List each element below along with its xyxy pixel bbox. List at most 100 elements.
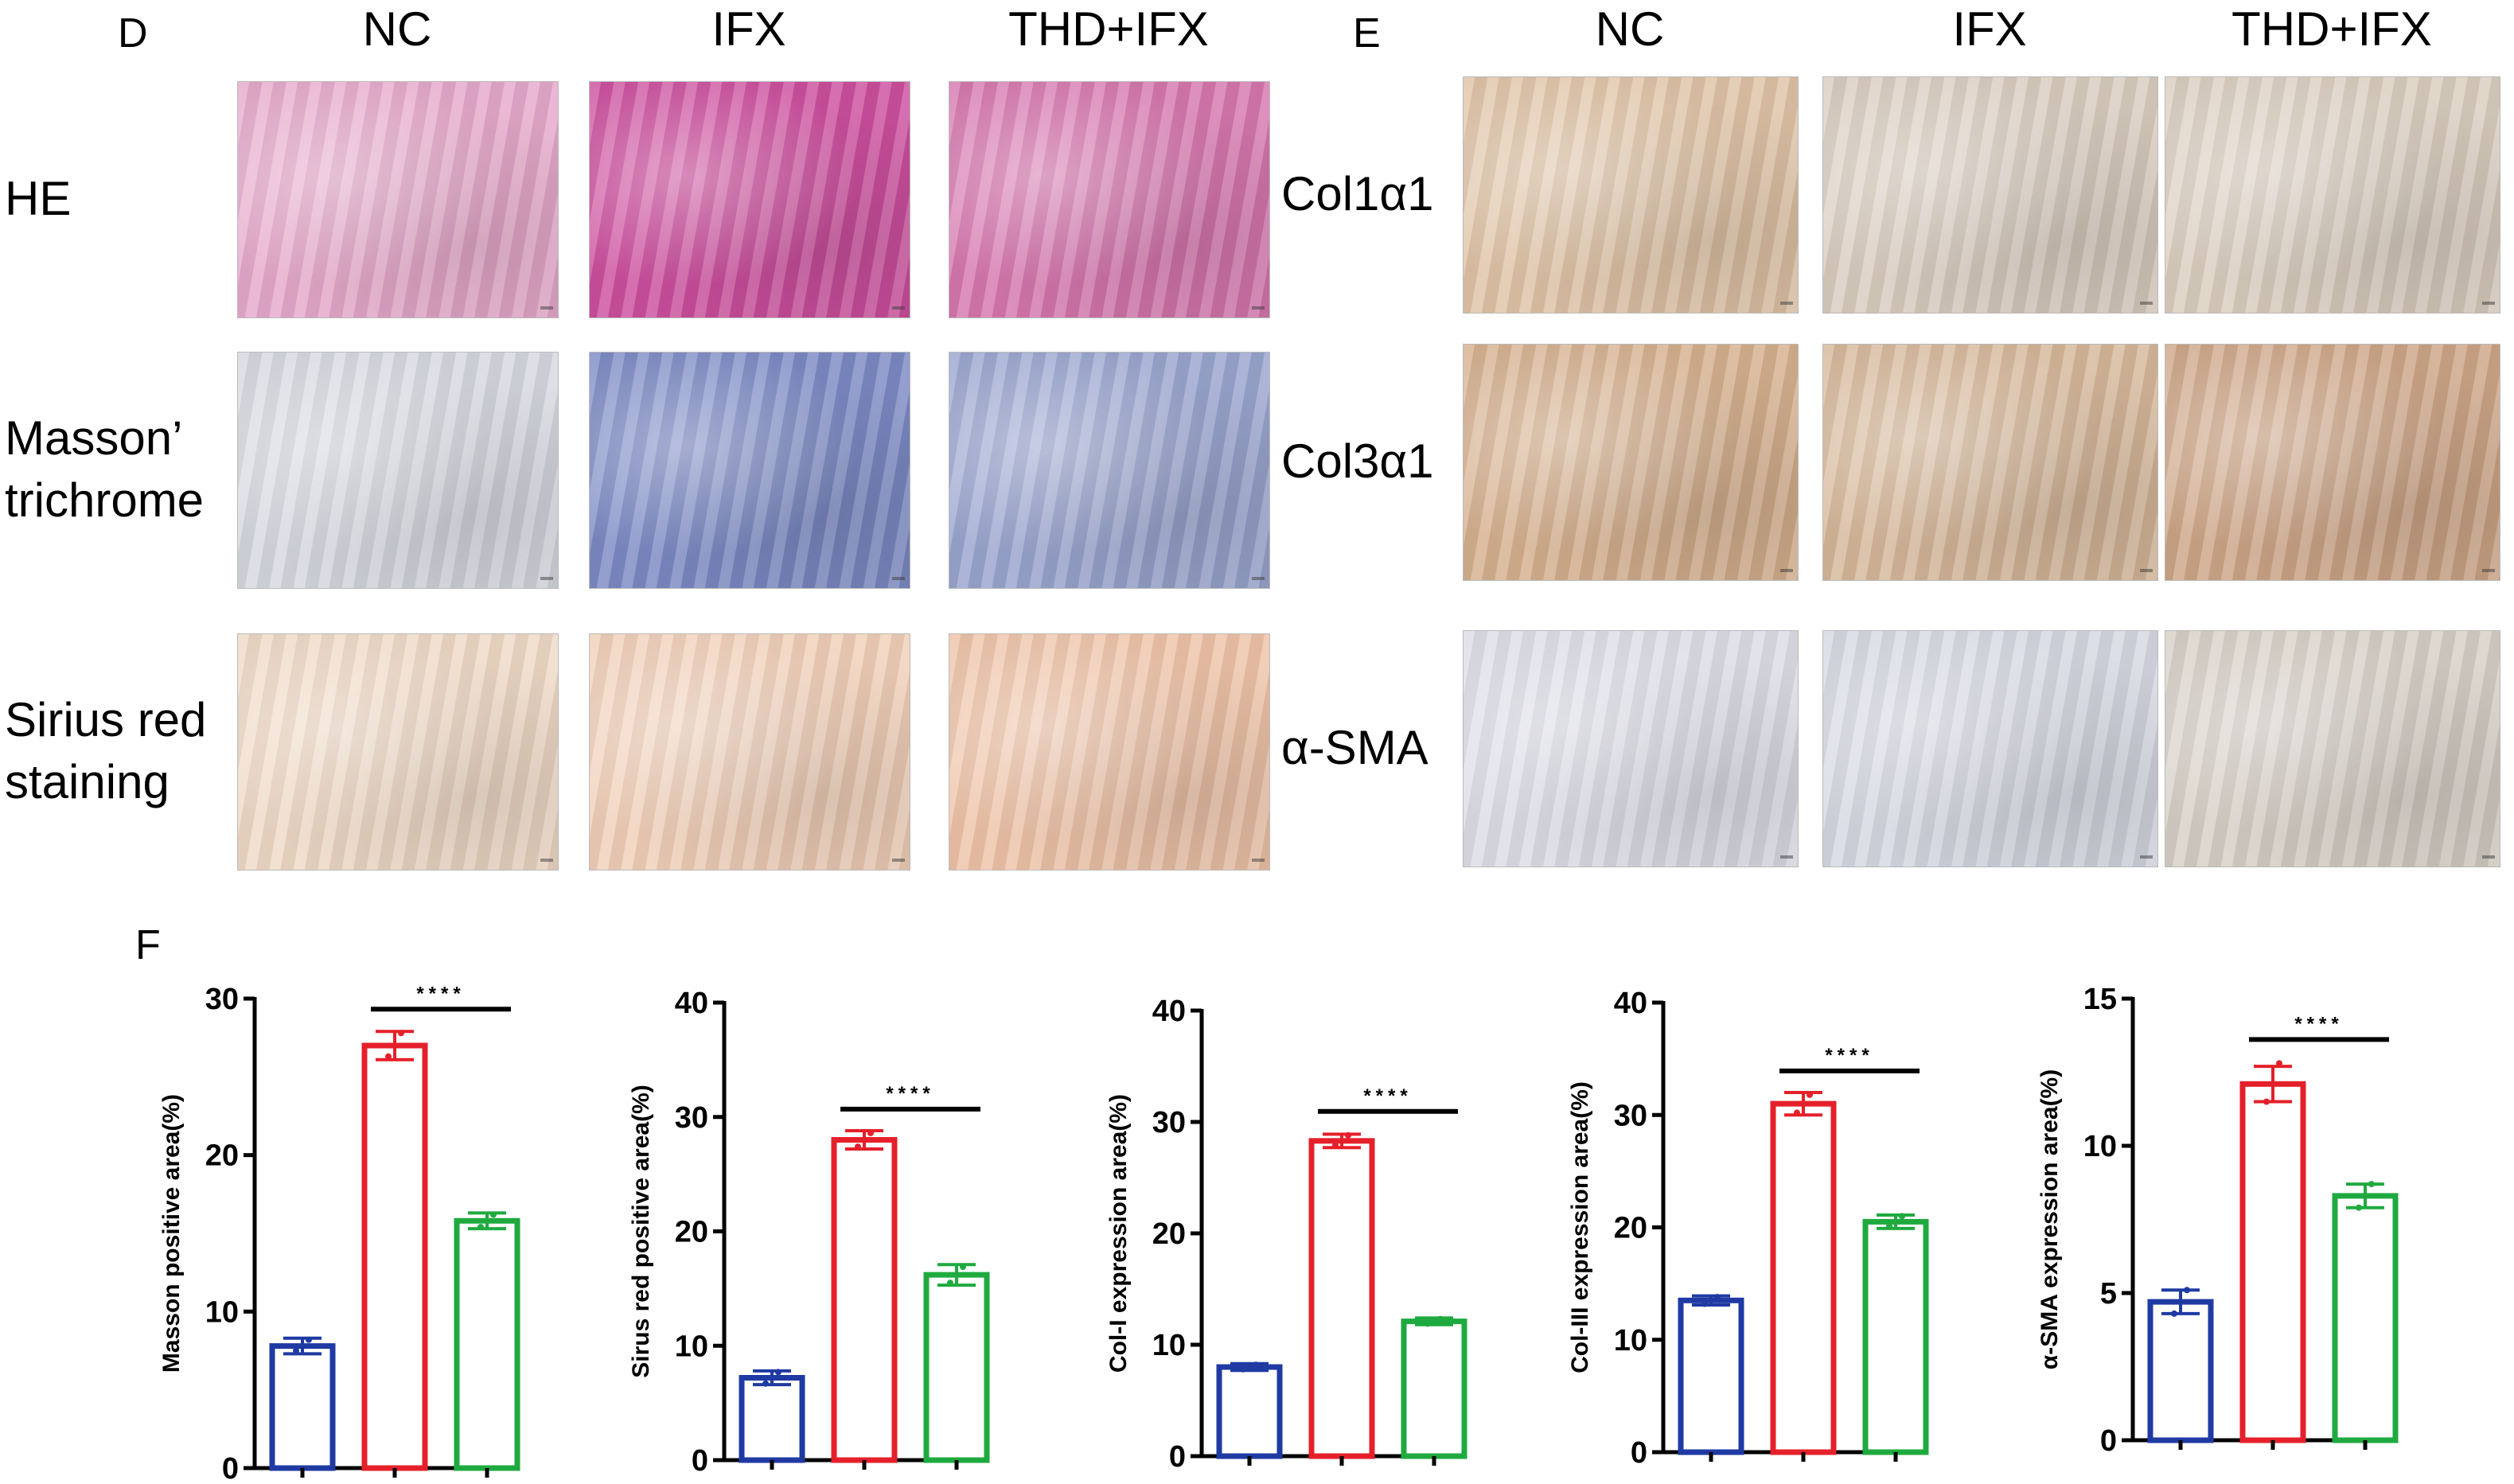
micrograph-tile xyxy=(589,352,910,589)
y-tick-label: 0 xyxy=(2100,1424,2117,1458)
y-tick-label: 20 xyxy=(1152,1217,1186,1251)
y-tick-label: 0 xyxy=(692,1444,708,1478)
row-label: α-SMA xyxy=(1281,717,1428,779)
micrograph-tile xyxy=(1822,344,2158,581)
data-point xyxy=(867,1129,874,1136)
micrograph-tile xyxy=(949,81,1270,318)
row-label: Sirius red staining xyxy=(5,689,206,813)
row-label: HE xyxy=(5,168,71,230)
y-tick-label: 40 xyxy=(1614,987,1647,1020)
panel-letter-d: D xyxy=(118,10,148,56)
bar xyxy=(361,1042,428,1471)
data-point xyxy=(477,1224,484,1231)
data-point xyxy=(1253,1361,1259,1369)
bar xyxy=(2147,1299,2214,1443)
y-axis-title: α-SMA expression area(%) xyxy=(2037,1069,2063,1369)
bar xyxy=(831,1137,898,1463)
data-point xyxy=(2263,1098,2270,1105)
scale-bar xyxy=(1252,577,1265,580)
y-tick-label: 5 xyxy=(2100,1277,2117,1311)
data-point xyxy=(2276,1060,2282,1067)
micrograph-tile xyxy=(949,352,1270,589)
bar xyxy=(454,1217,520,1471)
scale-bar xyxy=(1780,302,1793,305)
micrograph-tile xyxy=(2165,630,2500,867)
data-point xyxy=(2171,1310,2177,1317)
y-tick-label: 10 xyxy=(2083,1130,2117,1163)
column-header-nc: NC xyxy=(1595,2,1665,56)
panel-letter-e: E xyxy=(1353,10,1381,56)
y-tick-label: 0 xyxy=(222,1452,239,1484)
data-point xyxy=(1332,1142,1339,1149)
micrograph-tile xyxy=(589,633,910,871)
micrograph-tile xyxy=(2165,76,2500,314)
bar xyxy=(1862,1218,1929,1455)
scale-bar xyxy=(1780,855,1793,859)
micrograph-tile xyxy=(2165,344,2500,581)
bar-chart: Sirus red positive area(%) 0 10 20 30 40 **** xyxy=(628,987,990,1478)
bar xyxy=(1401,1318,1467,1459)
data-point xyxy=(1886,1223,1892,1230)
column-header-ifx: IFX xyxy=(1952,2,2027,56)
data-point xyxy=(960,1264,966,1271)
data-point xyxy=(1240,1365,1246,1373)
y-axis-title: Col-III expression area(%) xyxy=(1567,1081,1593,1373)
data-point xyxy=(1794,1109,1800,1116)
bar xyxy=(269,1343,336,1471)
micrograph-tile xyxy=(589,81,910,318)
micrograph-tile xyxy=(1822,76,2158,314)
bar xyxy=(1216,1364,1283,1459)
row-label: Masson’ trichrome xyxy=(5,407,204,532)
row-label: Col3α1 xyxy=(1281,430,1433,493)
scale-bar xyxy=(892,306,905,310)
y-axis-title: Masson positive area(%) xyxy=(158,1094,185,1373)
column-header-thd-ifx: THD+IFX xyxy=(2231,2,2432,56)
scale-bar xyxy=(2482,855,2495,859)
data-point xyxy=(2368,1181,2375,1188)
scale-bar xyxy=(2140,569,2153,572)
scale-bar xyxy=(540,859,553,862)
data-point xyxy=(1807,1091,1813,1098)
micrograph-tile xyxy=(237,352,559,589)
row-label-line: HE xyxy=(5,172,72,225)
scale-bar xyxy=(2140,302,2153,305)
y-tick-label: 30 xyxy=(1152,1106,1186,1139)
bar xyxy=(923,1272,990,1463)
y-axis-title: Col-I expression area(%) xyxy=(1105,1094,1132,1373)
row-label-line: staining xyxy=(5,755,170,808)
y-tick-label: 10 xyxy=(1614,1324,1647,1357)
bar xyxy=(2239,1081,2306,1443)
scale-bar xyxy=(1252,306,1265,310)
bar xyxy=(1678,1297,1744,1455)
bar xyxy=(2332,1193,2399,1443)
significance-stars: **** xyxy=(2294,1013,2343,1034)
bar-chart: Masson positive area(%) 0 10 20 30 **** xyxy=(158,983,520,1484)
micrograph-tile xyxy=(237,81,559,318)
micrograph-tile xyxy=(1463,76,1799,314)
panel-letter-f: F xyxy=(135,922,161,968)
micrograph-tile xyxy=(1463,344,1799,581)
y-tick-label: 10 xyxy=(1152,1329,1186,1362)
y-tick-label: 20 xyxy=(675,1216,708,1249)
y-tick-label: 0 xyxy=(1169,1440,1186,1474)
data-point xyxy=(1701,1300,1708,1307)
row-label-line: Masson’ xyxy=(5,411,183,465)
y-tick-label: 30 xyxy=(205,983,239,1016)
y-tick-label: 20 xyxy=(205,1139,239,1173)
data-point xyxy=(1425,1320,1431,1327)
data-point xyxy=(762,1380,769,1387)
column-header-nc: NC xyxy=(362,2,432,56)
scale-bar xyxy=(2482,302,2495,305)
row-label-line: Col1α1 xyxy=(1281,167,1434,220)
bar-chart: Col-III expression area(%) 0 10 20 30 40 **** xyxy=(1567,987,1929,1470)
y-tick-label: 40 xyxy=(1152,995,1186,1028)
data-point xyxy=(1437,1315,1444,1322)
micrograph-tile xyxy=(237,633,559,871)
y-tick-label: 30 xyxy=(1614,1099,1647,1132)
data-point xyxy=(293,1347,299,1354)
significance-stars: **** xyxy=(416,983,465,1004)
data-point xyxy=(398,1030,404,1037)
y-tick-label: 20 xyxy=(1614,1212,1647,1245)
y-tick-label: 15 xyxy=(2083,983,2117,1016)
row-label: Col1α1 xyxy=(1281,163,1433,225)
